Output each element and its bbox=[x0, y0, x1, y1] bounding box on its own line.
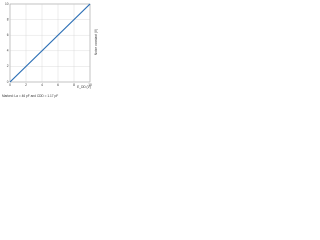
x-tick-label: 0 bbox=[9, 83, 11, 87]
y-tick-label: 6 bbox=[7, 33, 9, 37]
y-tick-label: 2 bbox=[7, 64, 9, 68]
y-tick-label: 0 bbox=[7, 80, 9, 84]
y-tick-label: 8 bbox=[7, 17, 9, 21]
x-tick-label: 10 bbox=[88, 83, 92, 87]
x-axis-label: E_DD (V) bbox=[77, 85, 91, 89]
data-line bbox=[9, 3, 91, 83]
y-tick-label: 4 bbox=[7, 49, 9, 53]
x-tick-label: 2 bbox=[25, 83, 27, 87]
x-tick-label: 6 bbox=[57, 83, 59, 87]
y-tick-label: 10 bbox=[5, 2, 9, 6]
footnote: Marked: La = 46 pF and CDD = 1.17 pF bbox=[2, 94, 58, 98]
x-tick-label: 8 bbox=[73, 83, 75, 87]
chart: Noise constant (V) E_DD (V) Slope one: g… bbox=[2, 2, 98, 98]
y-axis-label: Noise constant (V) bbox=[94, 29, 98, 55]
x-tick-label: 4 bbox=[41, 83, 43, 87]
